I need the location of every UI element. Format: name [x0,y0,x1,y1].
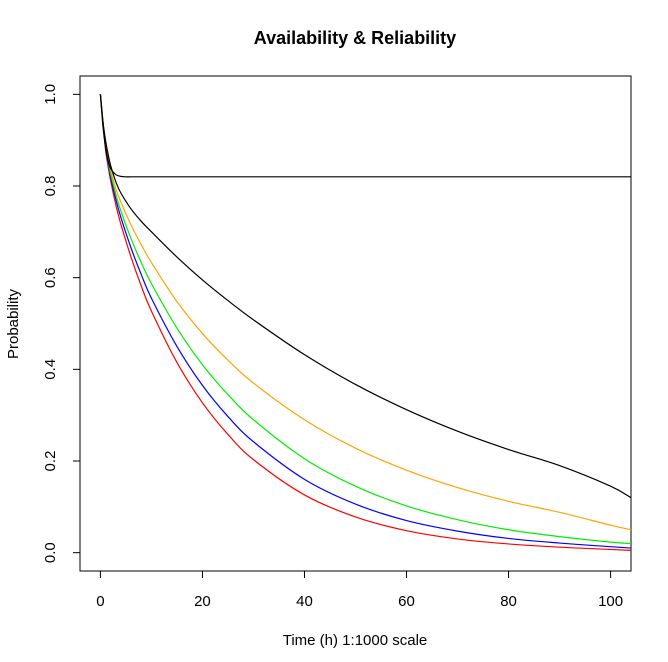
y-tick-label: 0.6 [42,267,59,288]
series-layer [100,94,631,550]
x-tick-label: 0 [96,593,104,610]
series-line-reliability-2 [100,94,631,529]
x-axis-label: Time (h) 1:1000 scale [283,632,428,649]
plot-frame [80,76,631,571]
series-line-availability [100,94,631,177]
y-axis-label: Probability [5,288,22,359]
y-tick-label: 0.0 [42,542,59,563]
y-tick-label: 0.4 [42,359,59,380]
series-line-reliability-5 [100,94,631,550]
x-tick-label: 80 [500,593,517,610]
x-tick-label: 100 [598,593,623,610]
chart-title: Availability & Reliability [254,28,456,48]
x-tick-label: 40 [296,593,313,610]
series-line-reliability-1 [100,94,631,497]
y-tick-label: 1.0 [42,84,59,105]
y-tick-label: 0.2 [42,451,59,472]
x-tick-label: 20 [194,593,211,610]
x-axis: 0 20 40 60 80 100 [96,571,623,610]
x-tick-label: 60 [398,593,415,610]
y-tick-label: 0.8 [42,176,59,197]
series-line-reliability-4 [100,94,631,548]
series-line-reliability-3 [100,94,631,543]
y-axis: 0.0 0.2 0.4 0.6 0.8 1.0 [42,84,80,563]
